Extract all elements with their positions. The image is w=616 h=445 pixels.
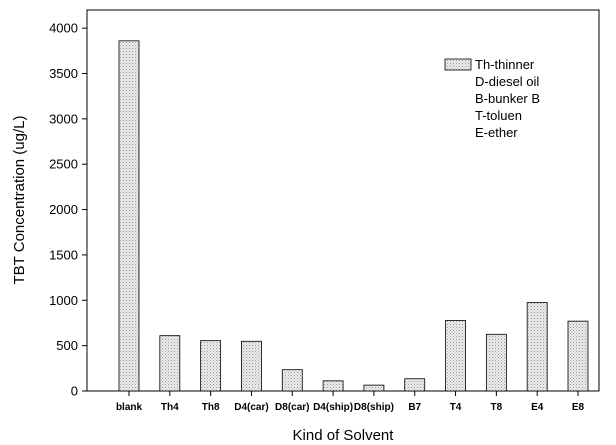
bar-E8 [567, 320, 589, 392]
legend-line-4: T-toluen [475, 108, 522, 123]
bar-T4 [445, 320, 466, 392]
bar-Th8 [200, 340, 222, 392]
legend: Th-thinner D-diesel oil B-bunker B T-tol… [444, 57, 540, 140]
bar-D8(car) [281, 369, 303, 392]
x-tick-label-1: Th4 [161, 402, 179, 413]
y-tick-label-4: 2000 [49, 202, 78, 217]
legend-line-5: E-ether [475, 125, 518, 140]
bar-T8 [485, 333, 507, 392]
x-tick-label-0: blank [116, 402, 143, 413]
bar-D4(ship) [322, 380, 344, 392]
x-tick-label-4: D8(car) [275, 402, 309, 413]
x-tick-label-11: E8 [572, 402, 585, 413]
x-tick-label-6: D8(ship) [354, 402, 394, 413]
x-tick-label-7: B7 [408, 402, 421, 413]
legend-line-2: D-diesel oil [475, 74, 539, 89]
y-axis-title: TBT Concentration (ug/L) [11, 116, 28, 285]
bar-B7 [404, 378, 426, 392]
x-axis-title: Kind of Solvent [293, 427, 395, 444]
y-tick-label-1: 500 [56, 338, 78, 353]
y-tick-label-0: 0 [71, 384, 78, 399]
x-axis: blank Th4 Th8 D4(car) D8(car) D4(ship) D8(ship… [116, 391, 585, 413]
x-tick-label-9: T8 [491, 402, 503, 413]
y-tick-label-3: 1500 [49, 247, 78, 262]
x-tick-label-8: T4 [450, 402, 462, 413]
x-tick-label-10: E4 [531, 402, 544, 413]
x-tick-label-3: D4(car) [234, 402, 268, 413]
bar-E4 [526, 302, 548, 392]
legend-swatch [444, 58, 472, 71]
x-tick-label-5: D4(ship) [313, 402, 353, 413]
legend-line-1: Th-thinner [475, 57, 535, 72]
x-tick-label-2: Th8 [202, 402, 220, 413]
y-tick-label-2: 1000 [49, 293, 78, 308]
y-axis: 0 500 1000 1500 2000 2500 3000 3500 4000 [49, 21, 87, 399]
legend-line-3: B-bunker B [475, 91, 540, 106]
bar-series [118, 40, 589, 392]
bar-Th4 [159, 335, 181, 392]
y-tick-label-7: 3500 [49, 66, 78, 81]
bar-blank [118, 40, 140, 392]
y-tick-label-6: 3000 [49, 111, 78, 126]
bar-D8(ship) [363, 384, 385, 392]
y-tick-label-5: 2500 [49, 157, 78, 172]
bar-D4(car) [241, 340, 262, 392]
y-tick-label-8: 4000 [49, 21, 78, 36]
